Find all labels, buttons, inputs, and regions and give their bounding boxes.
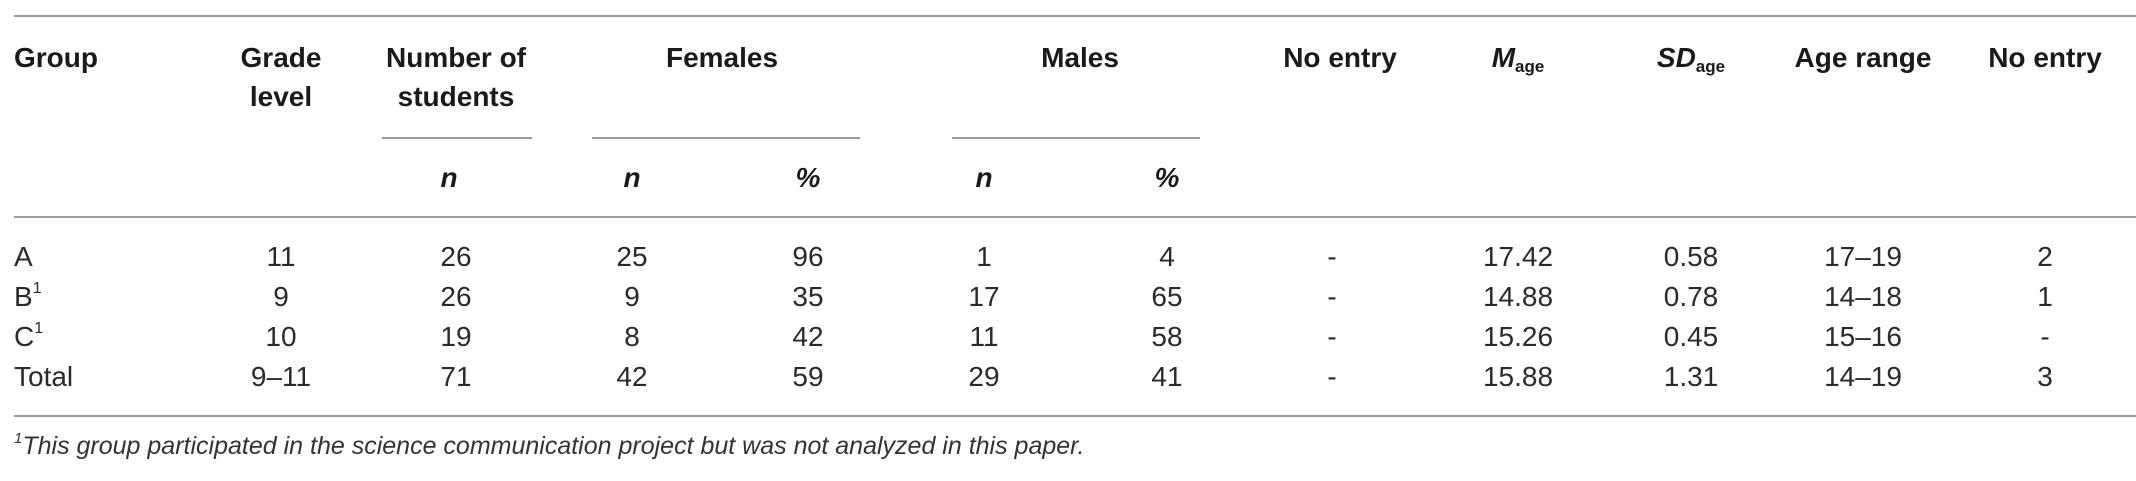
- cell-students-n: 26: [440, 281, 472, 312]
- cell-grade: 9–11: [250, 361, 312, 392]
- cell-students-n: 26: [440, 241, 472, 272]
- cell-m-age: 15.26: [1482, 321, 1554, 352]
- cell-m-age: 14.88: [1482, 281, 1554, 312]
- cell-sd-age: 0.58: [1663, 241, 1719, 272]
- subheader-students-n: n: [440, 162, 458, 193]
- cell-age-range: 15–16: [1824, 321, 1902, 352]
- cell-females-n: 9: [624, 281, 640, 312]
- header-no-entry-2: No entry: [1988, 42, 2102, 73]
- header-females: Females: [665, 42, 779, 73]
- header-sd-age-main: SD: [1656, 42, 1696, 73]
- cell-age-range: 14–18: [1824, 281, 1902, 312]
- table-top-rule: [14, 15, 2136, 17]
- header-group: Group: [14, 42, 98, 73]
- header-m-age-sub: age: [1515, 57, 1545, 76]
- header-males: Males: [1041, 42, 1119, 73]
- cell-males-n: 1: [976, 241, 992, 272]
- cell-grade: 9: [273, 281, 289, 312]
- cell-no-entry-2: -: [2040, 321, 2050, 352]
- cell-group: B1: [14, 278, 42, 315]
- males-subheader-rule: [952, 137, 1200, 139]
- footnote-text: This group participated in the science c…: [22, 432, 1085, 460]
- cell-sd-age: 1.31: [1663, 361, 1719, 392]
- cell-age-range: 14–19: [1824, 361, 1902, 392]
- students-subheader-rule: [382, 137, 532, 139]
- cell-group-label: A: [14, 241, 33, 272]
- cell-grade: 10: [265, 321, 297, 352]
- cell-students-n: 19: [440, 321, 472, 352]
- cell-males-n: 11: [969, 321, 999, 352]
- header-grade-level-line2: level: [249, 81, 313, 112]
- cell-group-footnote-marker: 1: [32, 280, 42, 297]
- cell-group-label: B: [14, 281, 33, 312]
- cell-males-pct: 41: [1151, 361, 1183, 392]
- cell-group-footnote-marker: 1: [34, 320, 44, 337]
- cell-males-pct: 58: [1151, 321, 1183, 352]
- header-number-of-students-line2: students: [397, 81, 515, 112]
- cell-m-age: 15.88: [1482, 361, 1554, 392]
- cell-age-range: 17–19: [1824, 241, 1902, 272]
- cell-group: C1: [14, 318, 43, 355]
- table-footnote: 1This group participated in the science …: [14, 430, 1085, 461]
- cell-m-age: 17.42: [1482, 241, 1554, 272]
- cell-males-pct: 65: [1151, 281, 1183, 312]
- cell-males-n: 17: [968, 281, 1000, 312]
- cell-no-entry-2: 3: [2037, 361, 2053, 392]
- cell-grade: 11: [266, 241, 296, 272]
- header-no-entry-1: No entry: [1283, 42, 1397, 73]
- header-grade-level-line1: Grade: [240, 42, 322, 73]
- header-age-range: Age range: [1794, 42, 1932, 73]
- females-subheader-rule: [592, 137, 860, 139]
- cell-females-n: 8: [624, 321, 640, 352]
- header-number-of-students-line1: Number of: [386, 42, 526, 73]
- cell-males-pct: 4: [1159, 241, 1175, 272]
- cell-no-entry-2: 2: [2037, 241, 2053, 272]
- cell-females-n: 25: [616, 241, 648, 272]
- cell-no-entry: -: [1327, 241, 1337, 272]
- subheader-females-pct: %: [795, 162, 821, 193]
- subheader-males-pct: %: [1154, 162, 1180, 193]
- header-sd-age-sub: age: [1695, 57, 1726, 76]
- cell-females-pct: 35: [792, 281, 824, 312]
- header-m-age: Mage: [1492, 39, 1545, 85]
- cell-sd-age: 0.45: [1663, 321, 1719, 352]
- cell-no-entry: -: [1327, 321, 1337, 352]
- subheader-males-n: n: [975, 162, 993, 193]
- header-m-age-main: M: [1491, 42, 1516, 73]
- cell-group-label: C: [14, 321, 35, 352]
- table-header-rule: [14, 216, 2136, 218]
- cell-females-pct: 59: [792, 361, 824, 392]
- cell-group: A: [14, 238, 33, 275]
- cell-sd-age: 0.78: [1663, 281, 1719, 312]
- cell-no-entry: -: [1327, 361, 1337, 392]
- subheader-females-n: n: [623, 162, 641, 193]
- cell-females-pct: 42: [792, 321, 824, 352]
- cell-group-label: Total: [14, 361, 74, 392]
- cell-no-entry: -: [1327, 281, 1337, 312]
- cell-no-entry-2: 1: [2037, 281, 2053, 312]
- cell-students-n: 71: [440, 361, 472, 392]
- cell-females-n: 42: [616, 361, 648, 392]
- cell-females-pct: 96: [792, 241, 824, 272]
- header-sd-age: SDage: [1657, 39, 1725, 85]
- table-bottom-rule: [14, 415, 2136, 417]
- cell-males-n: 29: [968, 361, 1000, 392]
- footnote-marker: 1: [14, 430, 23, 447]
- cell-group: Total: [14, 358, 73, 395]
